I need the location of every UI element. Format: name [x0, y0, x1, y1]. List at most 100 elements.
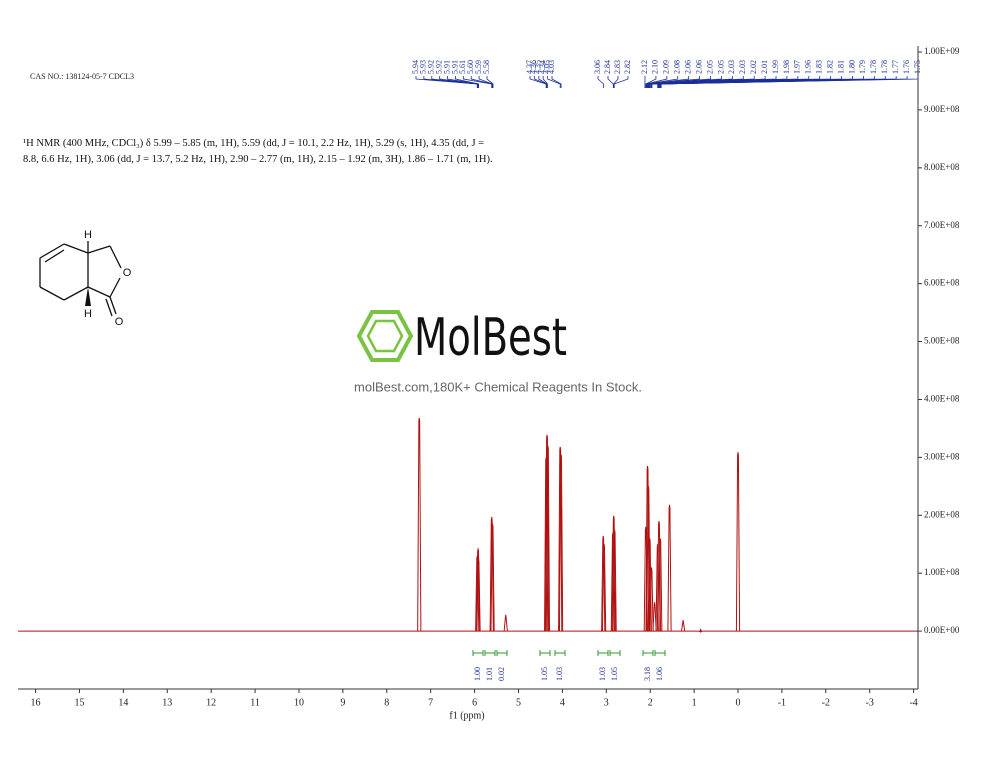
atom-label: H [84, 229, 92, 241]
y-tick-label: 3.00E+08 [924, 451, 960, 461]
integral-bracket [597, 650, 609, 656]
peak-label: 2.10 [651, 60, 660, 74]
x-tick-label: -1 [778, 697, 786, 708]
peak-label: 1.82 [825, 60, 834, 74]
y-tick-label: 0.00E+00 [924, 625, 960, 635]
integral-label: 1.05 [610, 667, 619, 681]
x-tick-label: 0 [736, 697, 741, 708]
peak-label-connector [478, 76, 493, 88]
peak-label-connector [645, 76, 657, 88]
x-tick-label: 2 [648, 697, 653, 708]
peak-label: 2.84 [603, 60, 612, 74]
peak [601, 536, 606, 632]
integral-bracket [642, 650, 654, 656]
peak-label: 1.78 [869, 60, 878, 74]
peak-label-connector [423, 76, 479, 88]
peak-label-connector [613, 76, 629, 88]
x-tick-label: 1 [692, 697, 697, 708]
x-axis-label: f1 (ppm) [449, 710, 484, 721]
peak [476, 558, 481, 632]
peak-label: 5.91 [442, 60, 451, 74]
peak-label: 5.94 [411, 60, 420, 74]
peak-label: 1.76 [902, 60, 911, 74]
peak-label: 4.03 [547, 60, 556, 74]
x-tick-label: 4 [560, 697, 565, 708]
peak-label: 1.81 [836, 60, 845, 74]
logo-icon [356, 310, 414, 362]
cas-note: CAS NO.: 138124-05-7 CDCL3 [30, 72, 134, 81]
peak-label: 2.83 [613, 60, 622, 74]
integral-label: 0.02 [497, 667, 506, 681]
peak-label: 1.78 [880, 60, 889, 74]
integral-label: 1.05 [540, 667, 549, 681]
peak-label-connector [547, 76, 561, 88]
peak [489, 516, 494, 632]
peak [601, 544, 607, 632]
integral-label: 1.03 [555, 667, 564, 681]
y-tick-label: 1.00E+09 [924, 46, 960, 56]
peak-label-connector [613, 76, 619, 88]
atom-label: O [123, 267, 132, 279]
peak-label: 2.06 [684, 60, 693, 74]
integral-bracket [484, 650, 496, 656]
peak [545, 445, 551, 632]
atom-label: H [84, 308, 92, 320]
x-tick-label: 5 [516, 697, 521, 708]
peak-label: 2.06 [694, 60, 703, 74]
integral-label: 3.18 [643, 667, 652, 681]
x-tick-label: 10 [294, 697, 304, 708]
peak-label: 2.05 [716, 60, 725, 74]
peak-label: 1.98 [782, 60, 791, 74]
peak-label-connector [647, 76, 700, 88]
peak-label: 1.83 [815, 60, 824, 74]
peak-label-connector [551, 76, 562, 88]
x-tick-label: 6 [472, 697, 477, 708]
y-tick-label: 4.00E+08 [924, 394, 960, 404]
peak-label: 2.03 [738, 60, 747, 74]
tagline: molBest.com,180K+ Chemical Reagents In S… [354, 379, 642, 394]
peak [649, 567, 654, 632]
y-tick-label: 1.00E+08 [924, 567, 960, 577]
peak-label-connector [646, 76, 679, 88]
peak [544, 434, 550, 632]
y-tick-label: 2.00E+08 [924, 509, 960, 519]
peak-label: 4.35 [534, 60, 543, 74]
peak-label: 2.01 [760, 60, 769, 74]
integral-bracket [472, 650, 484, 656]
integral-label: 1.03 [598, 667, 607, 681]
peak-label: 2.12 [640, 60, 649, 74]
peak-label: 5.93 [419, 60, 428, 74]
peak-label: 2.09 [662, 60, 671, 74]
peak-label: 2.08 [673, 60, 682, 74]
peak-label: 5.58 [482, 60, 491, 74]
peak-label-connector [439, 76, 479, 88]
nmr-description: ¹H NMR (400 MHz, CDCl₃) δ 5.99 – 5.85 (m… [23, 138, 493, 165]
integral-label: 1.01 [485, 667, 494, 681]
peak-label-connector [486, 76, 494, 88]
peak-label-connector [645, 76, 668, 88]
peak-label: 5.92 [427, 60, 436, 74]
peak [667, 504, 672, 632]
integral-label: 1.06 [655, 667, 664, 681]
x-tick-label: -3 [866, 697, 874, 708]
peak-label: 1.75 [913, 60, 922, 74]
y-tick-label: 5.00E+08 [924, 336, 960, 346]
peak-label-connector [538, 76, 548, 88]
peak [558, 446, 563, 632]
peak-label-connector [529, 76, 547, 88]
y-tick-label: 8.00E+08 [924, 162, 960, 172]
peak-label-connector [542, 76, 548, 88]
x-tick-label: 3 [604, 697, 609, 708]
x-tick-label: 16 [31, 697, 41, 708]
peak-label-connector [534, 76, 547, 88]
peak-label-connector [607, 76, 614, 88]
peak [652, 602, 657, 632]
peak [646, 486, 651, 632]
peak [417, 417, 422, 632]
peak-label: 2.02 [749, 60, 758, 74]
peak-label: 1.96 [804, 60, 813, 74]
peak-label: 4.36 [529, 60, 538, 74]
x-tick-label: 14 [118, 697, 128, 708]
